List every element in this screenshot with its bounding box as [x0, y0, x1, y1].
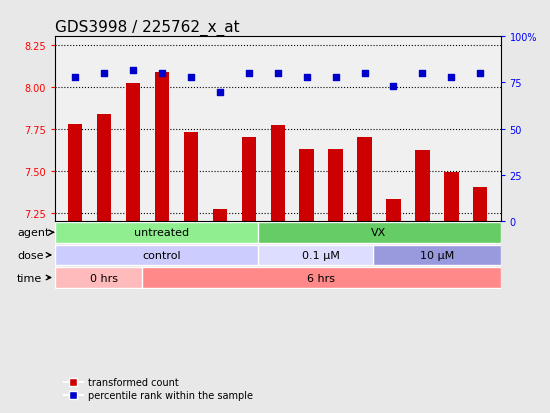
Bar — [373, 245, 501, 266]
Bar — [358, 138, 372, 221]
Bar — [126, 84, 140, 221]
Bar — [55, 223, 269, 243]
Point — [331, 74, 340, 81]
Bar — [213, 210, 227, 221]
Text: untreated: untreated — [134, 228, 190, 238]
Bar — [142, 268, 500, 288]
Point — [302, 74, 311, 81]
Bar — [473, 188, 487, 221]
Bar — [386, 200, 401, 221]
Bar — [68, 124, 82, 221]
Bar — [257, 245, 385, 266]
Text: agent: agent — [17, 228, 53, 238]
Text: 0.1 μM: 0.1 μM — [302, 250, 340, 260]
Bar — [55, 268, 153, 288]
Text: control: control — [142, 250, 182, 260]
Point — [129, 67, 138, 74]
Point — [476, 71, 485, 77]
Bar — [257, 223, 500, 243]
Point — [418, 71, 427, 77]
Bar — [184, 133, 198, 221]
Point — [273, 71, 282, 77]
Legend: transformed count, percentile rank within the sample: transformed count, percentile rank withi… — [60, 373, 257, 404]
Point — [360, 71, 369, 77]
Text: GDS3998 / 225762_x_at: GDS3998 / 225762_x_at — [55, 20, 240, 36]
Point — [244, 71, 253, 77]
Bar — [328, 150, 343, 221]
Bar — [155, 72, 169, 221]
Bar — [55, 245, 269, 266]
Bar — [97, 114, 112, 221]
Bar — [241, 138, 256, 221]
Text: time: time — [17, 273, 51, 283]
Bar — [299, 150, 314, 221]
Bar — [415, 151, 430, 221]
Bar — [444, 173, 459, 221]
Text: 10 μM: 10 μM — [420, 250, 454, 260]
Text: 0 hrs: 0 hrs — [90, 273, 118, 283]
Point — [158, 71, 167, 77]
Bar — [271, 126, 285, 221]
Point — [71, 74, 80, 81]
Text: dose: dose — [17, 250, 51, 260]
Point — [100, 71, 108, 77]
Point — [216, 89, 224, 96]
Point — [186, 74, 195, 81]
Point — [389, 84, 398, 90]
Text: VX: VX — [371, 228, 387, 238]
Text: 6 hrs: 6 hrs — [307, 273, 335, 283]
Point — [447, 74, 456, 81]
